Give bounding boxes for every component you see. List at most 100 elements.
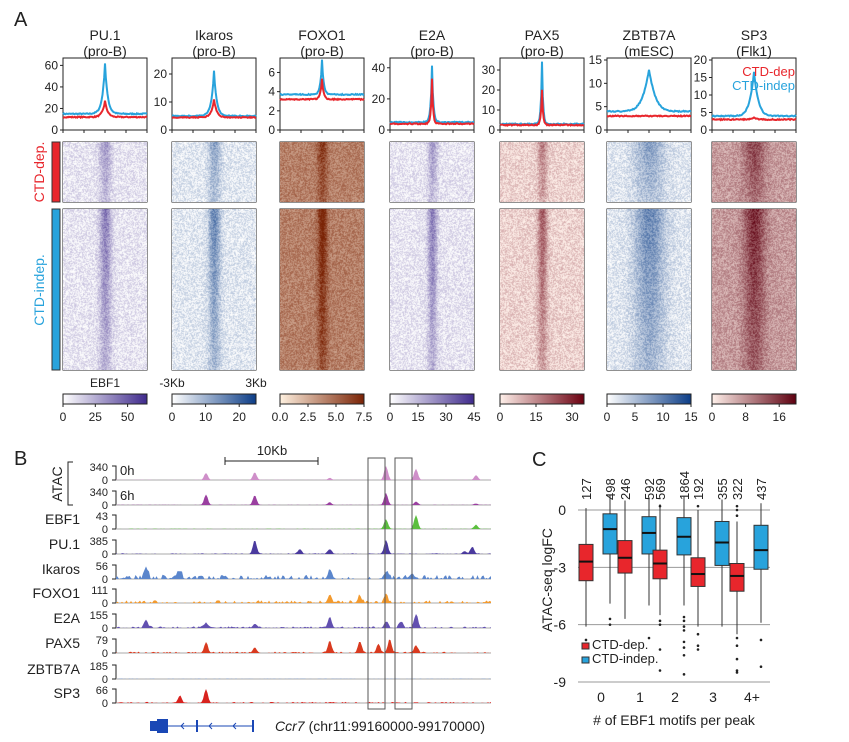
left-extent-label: -3Kb bbox=[159, 376, 185, 390]
track-min: 0 bbox=[102, 698, 108, 710]
colorbar-tick-label: 16 bbox=[773, 410, 787, 424]
track-scale-bracket bbox=[112, 588, 117, 604]
column-title: PAX5 bbox=[525, 27, 560, 43]
colorbar-tick-label: 30 bbox=[439, 410, 453, 424]
colorbar-tick-label: 15 bbox=[411, 410, 425, 424]
track: Ikaros 560 bbox=[42, 561, 491, 586]
colorbar-tick-label: 0 bbox=[387, 410, 394, 424]
colorbar bbox=[279, 393, 365, 405]
heatmap-indep bbox=[607, 209, 691, 370]
legend-label: CTD-dep. bbox=[592, 637, 648, 652]
y-tick-label: 0 bbox=[160, 123, 167, 137]
x-tick-label: 2 bbox=[671, 689, 679, 705]
track-signal bbox=[116, 566, 491, 579]
gene-name: Ccr7 bbox=[275, 718, 306, 734]
profile-frame bbox=[171, 57, 257, 131]
y-tick-label: 60 bbox=[45, 58, 59, 72]
heatmap-dep bbox=[280, 142, 364, 202]
box bbox=[602, 513, 618, 555]
atac-bracket bbox=[67, 461, 73, 506]
track-max: 79 bbox=[96, 635, 108, 647]
heatmap-indep bbox=[63, 209, 147, 370]
count-label: 437 bbox=[754, 478, 769, 500]
outlier-point bbox=[682, 619, 686, 623]
colorbar-tick-label: 50 bbox=[121, 410, 135, 424]
column-subtitle: (pro-B) bbox=[83, 43, 127, 59]
heatmap-indep bbox=[390, 209, 474, 370]
highlight-box bbox=[394, 457, 413, 710]
colorbar-tick-label: 10 bbox=[656, 410, 670, 424]
outlier-point bbox=[696, 504, 700, 508]
y-tick-label: 0 bbox=[268, 123, 275, 137]
outlier-point bbox=[658, 619, 662, 623]
y-tick-label: 2 bbox=[268, 104, 275, 118]
profile-line-indep bbox=[606, 69, 692, 114]
outlier-point bbox=[735, 514, 739, 518]
outlier-point bbox=[682, 625, 686, 628]
colorbar bbox=[171, 393, 257, 405]
track-label: ZBTB7A bbox=[27, 661, 81, 677]
track-min: 0 bbox=[102, 574, 108, 586]
box-indep: 498 bbox=[602, 478, 618, 626]
count-label: 569 bbox=[653, 478, 668, 500]
gene-exon bbox=[196, 720, 198, 732]
profile-column: FOXO1(pro-B) 0 2 4 6 0.0 2.5 5.0 7.5 bbox=[268, 27, 372, 424]
highlight-box bbox=[367, 457, 386, 710]
column-subtitle: (mESC) bbox=[624, 43, 674, 59]
ctd-indep-bar bbox=[51, 208, 61, 371]
track-signal bbox=[116, 515, 491, 529]
profile-line-dep bbox=[389, 78, 475, 126]
track-label: PU.1 bbox=[49, 536, 80, 552]
gene-locus: (chr11:99160000-99170000) bbox=[309, 718, 485, 734]
outlier-point bbox=[658, 648, 662, 651]
colorbar bbox=[389, 393, 475, 405]
column-subtitle: (pro-B) bbox=[410, 43, 454, 59]
outlier-point bbox=[658, 669, 662, 672]
colorbar-tick-label: 5 bbox=[632, 410, 639, 424]
colorbar-tick-label: 5.0 bbox=[328, 410, 345, 424]
outlier-point bbox=[658, 504, 662, 508]
row-label-dep: CTD-dep. bbox=[31, 142, 47, 203]
count-label: 592 bbox=[642, 478, 657, 500]
panel-c: 0 -3 -6 -9 ATAC-seq logFC # of EBF1 motifs pe… bbox=[539, 471, 770, 728]
y-tick-label: 10 bbox=[154, 95, 168, 109]
outlier-point bbox=[584, 638, 588, 642]
y-tick-label: 20 bbox=[154, 67, 168, 81]
box-indep: 355 bbox=[714, 478, 730, 627]
scale-bar bbox=[224, 457, 319, 465]
track-min: 0 bbox=[102, 598, 108, 610]
y-tick-label: 5 bbox=[595, 100, 602, 114]
x-tick-label: 0 bbox=[597, 689, 605, 705]
count-label: 355 bbox=[715, 478, 730, 500]
track-label: 6h bbox=[120, 488, 134, 503]
count-label: 322 bbox=[730, 478, 745, 500]
legend-label: CTD-indep. bbox=[592, 651, 658, 666]
outlier-point bbox=[735, 669, 739, 672]
colorbar-tick-label: 30 bbox=[565, 410, 579, 424]
scale-bar-label: 10Kb bbox=[257, 443, 287, 458]
x-axis-label: # of EBF1 motifs per peak bbox=[593, 712, 756, 728]
colorbar bbox=[62, 393, 148, 405]
column-subtitle: (pro-B) bbox=[520, 43, 564, 59]
gene-exon bbox=[150, 721, 157, 731]
y-tick-label: -9 bbox=[554, 674, 567, 690]
column-title: ZBTB7A bbox=[623, 27, 677, 43]
outlier-point bbox=[696, 632, 700, 636]
profile-frame bbox=[606, 57, 692, 131]
track-signal bbox=[116, 540, 491, 554]
track-max: 385 bbox=[90, 536, 108, 548]
box-indep: 437 bbox=[753, 478, 769, 669]
column-subtitle: (pro-B) bbox=[300, 43, 344, 59]
y-tick-label: 0 bbox=[558, 502, 566, 518]
heatmap-dep bbox=[607, 142, 691, 202]
track-signal bbox=[116, 593, 491, 603]
y-tick-label: 40 bbox=[372, 61, 386, 75]
column-title: SP3 bbox=[741, 27, 768, 43]
box-dep: 569 bbox=[652, 478, 668, 672]
outlier-point bbox=[696, 644, 700, 647]
colorbar-tick-label: 20 bbox=[233, 410, 247, 424]
track-signal bbox=[116, 466, 491, 480]
